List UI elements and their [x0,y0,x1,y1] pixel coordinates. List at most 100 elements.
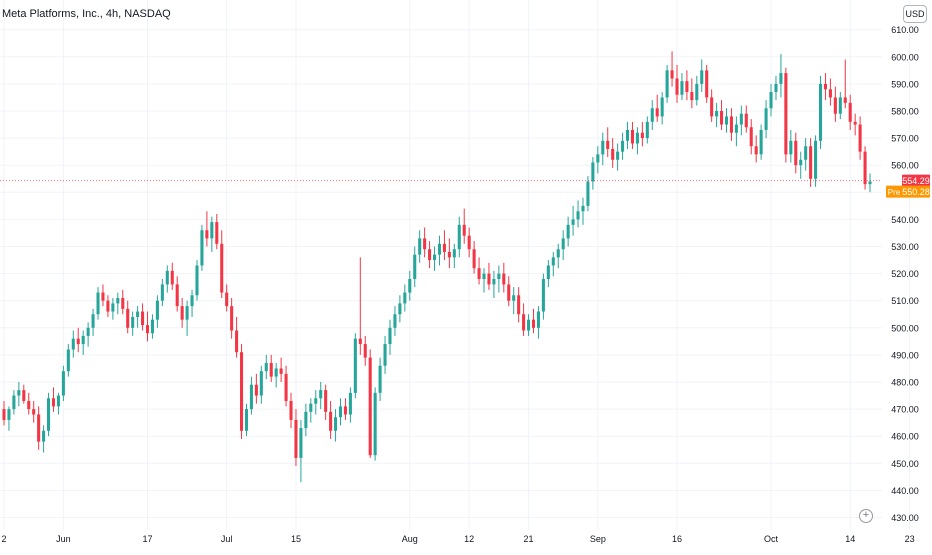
candle-body [413,254,417,280]
candle-body [779,73,783,84]
candle-body [32,409,36,415]
candle [269,354,273,382]
x-tick-label: Sep [590,534,606,544]
candle-body [249,384,253,410]
candle-body [843,97,847,103]
candle [576,200,580,228]
candle [833,86,837,122]
plus-circle-icon[interactable]: + [859,509,873,523]
candle [170,262,174,290]
x-tick-label: 23 [905,534,915,544]
candle-body [724,116,729,125]
candle [818,75,823,149]
candle-body [368,357,372,456]
candle-body [749,127,753,147]
y-tick-label: 600.00 [891,52,919,62]
candle-body [432,254,437,261]
candle-body [680,81,684,95]
candle [843,59,847,109]
candle [625,121,630,149]
candle-body [794,140,798,166]
pre-market-badge [886,185,930,198]
candle [329,400,333,439]
x-tick-label: 21 [524,534,534,544]
candle [244,403,249,437]
candle [27,392,31,415]
candle-body [472,249,476,269]
candle [200,224,204,271]
candle [447,238,451,269]
x-tick-label: Jul [221,534,233,544]
x-tick-label: 2 [1,534,6,544]
candle [848,94,852,130]
candle [759,124,763,160]
candle-body [205,230,209,239]
candle-body [635,132,639,144]
candle-body [720,111,724,125]
candle [22,384,26,404]
y-tick-label: 470.00 [891,405,919,415]
candle-body [665,70,669,98]
candle [596,146,600,174]
candle [556,243,560,269]
candle-body [571,219,575,225]
candle-body [442,243,446,252]
candle-body [705,70,709,98]
candle [126,300,130,334]
candle [61,365,65,401]
candle [789,129,793,163]
candle [640,121,644,147]
candle-body [264,363,268,372]
candle-body [71,338,75,350]
candle [581,197,585,225]
candle-body [299,428,303,458]
x-tick-label: Jun [56,534,71,544]
candle [284,365,288,407]
candle [487,262,491,290]
candle-body [823,83,827,90]
candle-body [254,384,258,396]
last-price-text: 554.29 [902,176,930,186]
candle-body [126,308,130,328]
candle-body [517,295,521,315]
candle [571,205,575,236]
candle-body [522,314,526,331]
chart-title: Meta Platforms, Inc., 4h, NASDAQ [2,8,171,20]
candle-body [848,102,852,122]
candle [428,241,432,269]
candle [101,284,105,307]
candle-body [378,365,382,393]
candle-body [150,319,154,334]
candle-body [180,306,184,320]
candle [225,284,229,312]
candle-body [175,284,179,307]
candle-body [121,297,125,309]
candle-body [418,238,422,255]
y-tick-label: 520.00 [891,269,919,279]
candle-body [655,108,659,117]
candle [348,387,352,423]
candle [215,213,219,250]
candle-body [868,181,872,185]
x-tick-label: 15 [291,534,301,544]
candle [358,257,362,355]
candle-body [556,249,560,258]
candle [546,260,550,288]
candle [279,357,283,382]
currency-button[interactable]: USD [903,5,927,23]
candle [116,292,120,315]
candle-body [338,406,343,418]
candle [769,83,773,117]
candle-body [12,395,16,410]
candle [86,322,90,347]
candle [665,64,669,103]
candle-body [86,327,90,336]
candle-body [729,116,733,133]
candle-body [145,325,150,334]
y-tick-label: 450.00 [891,459,919,469]
last-price-badge [902,174,930,187]
candle-body [764,108,768,130]
candle-body [462,224,466,236]
